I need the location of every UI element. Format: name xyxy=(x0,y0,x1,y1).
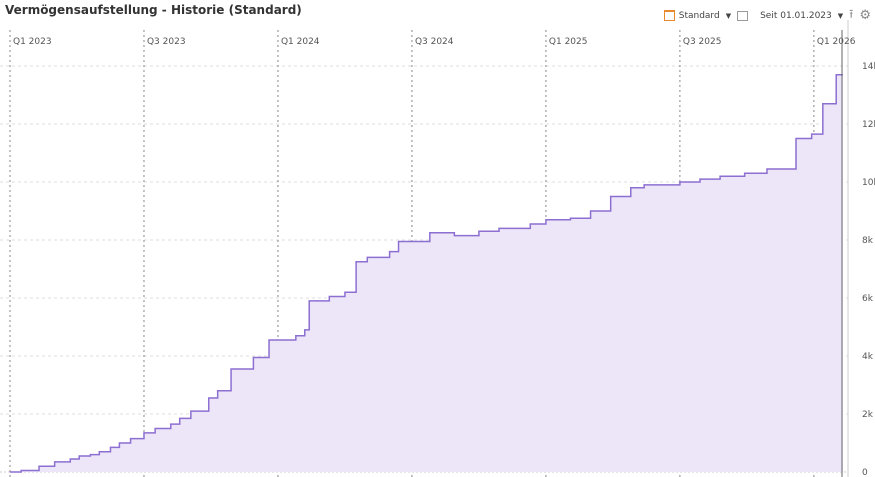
caret-down-icon[interactable]: ▼ xyxy=(725,11,732,20)
y-tick-label: 0 xyxy=(862,468,868,477)
x-tick-label: Q3 2023 xyxy=(147,37,186,47)
x-tick-label: Q1 2025 xyxy=(549,37,588,47)
chart-title: Vermögensaufstellung - Historie (Standar… xyxy=(5,3,302,17)
view-select[interactable]: Standard xyxy=(663,10,720,21)
y-tick-label: 12k xyxy=(862,120,875,130)
x-tick-label: Q3 2025 xyxy=(683,37,722,47)
view-label: Standard xyxy=(678,10,720,21)
series-line xyxy=(10,73,843,473)
export-icon[interactable]: ⭱ xyxy=(849,7,854,21)
period-caret-down-icon[interactable]: ▼ xyxy=(837,11,844,20)
x-tick-label: Q1 2023 xyxy=(13,37,52,47)
y-tick-label: 2k xyxy=(862,410,874,420)
calendar-icon xyxy=(663,10,675,21)
gear-icon[interactable]: ⚙ xyxy=(859,8,871,23)
y-tick-label: 6k xyxy=(862,294,874,304)
y-tick-label: 4k xyxy=(862,352,874,362)
series-area xyxy=(10,74,843,472)
period-select[interactable]: Seit 01.01.2023 xyxy=(760,10,832,21)
y-tick-label: 8k xyxy=(862,236,874,246)
toolbar: Standard ▼ Seit 01.01.2023 ▼ ⭱ ⚙ xyxy=(663,5,871,26)
y-tick-label: 10k xyxy=(862,178,875,188)
x-tick-label: Q3 2024 xyxy=(415,37,454,47)
x-tick-label: Q1 2024 xyxy=(281,37,320,47)
calendar-range-icon[interactable] xyxy=(737,10,749,21)
y-tick-label: 14k xyxy=(862,62,875,72)
x-tick-label: Q1 2026 xyxy=(817,37,856,47)
